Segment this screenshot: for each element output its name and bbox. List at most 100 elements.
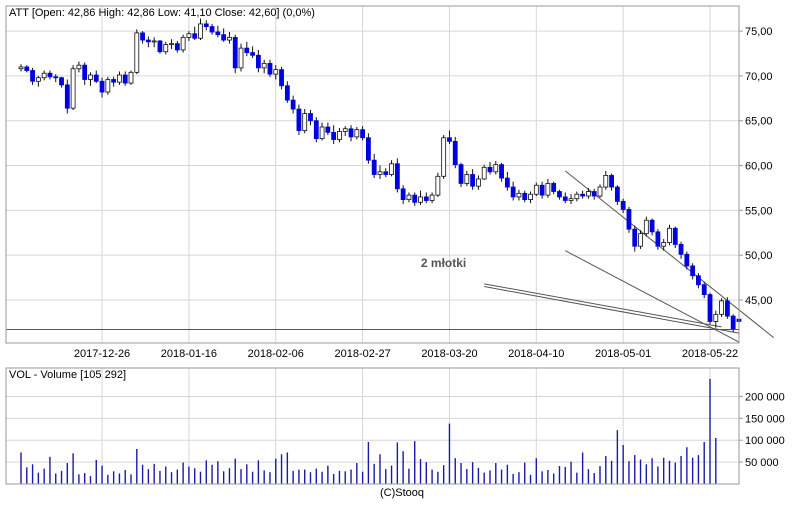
candle xyxy=(122,71,128,86)
candle-body-up xyxy=(169,43,174,46)
candle xyxy=(418,190,423,205)
candle xyxy=(481,164,487,180)
candle xyxy=(394,158,400,193)
candle-body-down xyxy=(122,74,128,84)
candle-body-down xyxy=(360,129,366,139)
candle xyxy=(290,95,296,114)
candle xyxy=(504,171,510,191)
candle xyxy=(76,61,82,73)
candle-body-up xyxy=(227,36,232,41)
candle-body-up xyxy=(88,74,93,80)
candle-body-down xyxy=(145,39,151,43)
candle-body-up xyxy=(713,313,719,322)
price-legend: ATT [Open: 42,86 High: 42,86 Low: 41,10 … xyxy=(9,7,315,19)
candle xyxy=(313,117,319,143)
candle-body-down xyxy=(30,70,35,82)
x-tick-label: 2018-01-16 xyxy=(161,348,217,360)
candle xyxy=(365,133,371,164)
copyright-footer: (C)Stooq xyxy=(380,487,424,499)
y-tick-label: 55,00 xyxy=(745,205,773,217)
candle xyxy=(597,184,603,198)
candle-body-up xyxy=(586,191,591,197)
candle xyxy=(649,218,655,236)
candle-body-up xyxy=(603,174,609,188)
candle xyxy=(643,216,649,237)
candle-body-up xyxy=(719,300,724,315)
candle-body-up xyxy=(261,62,267,69)
candle-body-down xyxy=(400,188,406,200)
candle xyxy=(458,162,464,188)
candle xyxy=(255,49,261,73)
y-tick-label: 50,00 xyxy=(745,250,773,262)
candle-body-down xyxy=(221,34,227,41)
candle-body-down xyxy=(296,108,302,131)
candle-body-down xyxy=(47,72,53,78)
candle-body-down xyxy=(383,171,389,175)
candle-body-down xyxy=(580,193,586,197)
candle xyxy=(70,65,76,110)
candle-body-up xyxy=(117,74,122,83)
candle-body-up xyxy=(35,77,41,82)
candle xyxy=(510,181,516,201)
candle xyxy=(325,122,331,136)
candle-body-down xyxy=(614,186,620,202)
candle xyxy=(672,226,678,248)
candle xyxy=(111,76,117,87)
candle xyxy=(354,126,360,140)
candle xyxy=(539,181,545,199)
candle-body-up xyxy=(198,23,203,39)
hammer-pointer-line xyxy=(484,286,740,334)
candle-body-down xyxy=(458,164,464,184)
candle xyxy=(30,67,35,85)
candle-body-down xyxy=(64,84,70,109)
candle xyxy=(296,104,302,136)
trend-channel-lower xyxy=(565,250,740,343)
candle-body-up xyxy=(574,193,580,200)
candle-body-down xyxy=(690,265,696,277)
candle xyxy=(730,314,736,333)
candle-body-down xyxy=(59,77,64,86)
y-tick-label: 70,00 xyxy=(745,71,773,83)
candle xyxy=(24,65,30,73)
candle xyxy=(400,185,406,205)
candle xyxy=(209,23,215,35)
candle-body-down xyxy=(696,275,701,286)
candle-body-up xyxy=(638,233,643,247)
candle-body-up xyxy=(493,164,499,173)
candle xyxy=(487,161,493,175)
y-tick-label: 75,00 xyxy=(745,26,773,38)
hammer-pointer-line xyxy=(484,283,722,328)
candle-body-up xyxy=(128,71,134,84)
x-tick-label: 2018-03-20 xyxy=(421,348,477,360)
candle-body-down xyxy=(655,231,661,247)
candle-body-down xyxy=(267,62,273,75)
candle xyxy=(690,263,696,280)
candle-body-down xyxy=(308,113,313,122)
candle xyxy=(678,241,684,259)
candle-body-down xyxy=(678,244,684,255)
candle-body-up xyxy=(180,36,186,51)
candle-body-up xyxy=(597,186,603,197)
candle xyxy=(377,165,383,179)
candle xyxy=(82,62,88,85)
candle xyxy=(284,81,290,103)
candle-body-up xyxy=(342,128,348,132)
candle xyxy=(603,170,609,190)
candle xyxy=(476,175,481,190)
candle xyxy=(389,160,394,177)
candle-body-down xyxy=(701,284,707,296)
candle-body-down xyxy=(174,43,180,51)
candle-body-up xyxy=(354,129,360,138)
x-tick-label: 2018-05-22 xyxy=(682,348,738,360)
candle-body-up xyxy=(528,193,533,200)
candle-body-down xyxy=(215,31,221,36)
candle xyxy=(232,34,238,74)
candle xyxy=(533,182,539,197)
candle-body-down xyxy=(539,184,545,196)
candle-body-up xyxy=(568,198,574,201)
candle-body-up xyxy=(134,32,140,73)
candle xyxy=(557,189,562,200)
candle xyxy=(545,178,551,198)
candle-body-down xyxy=(452,140,458,166)
